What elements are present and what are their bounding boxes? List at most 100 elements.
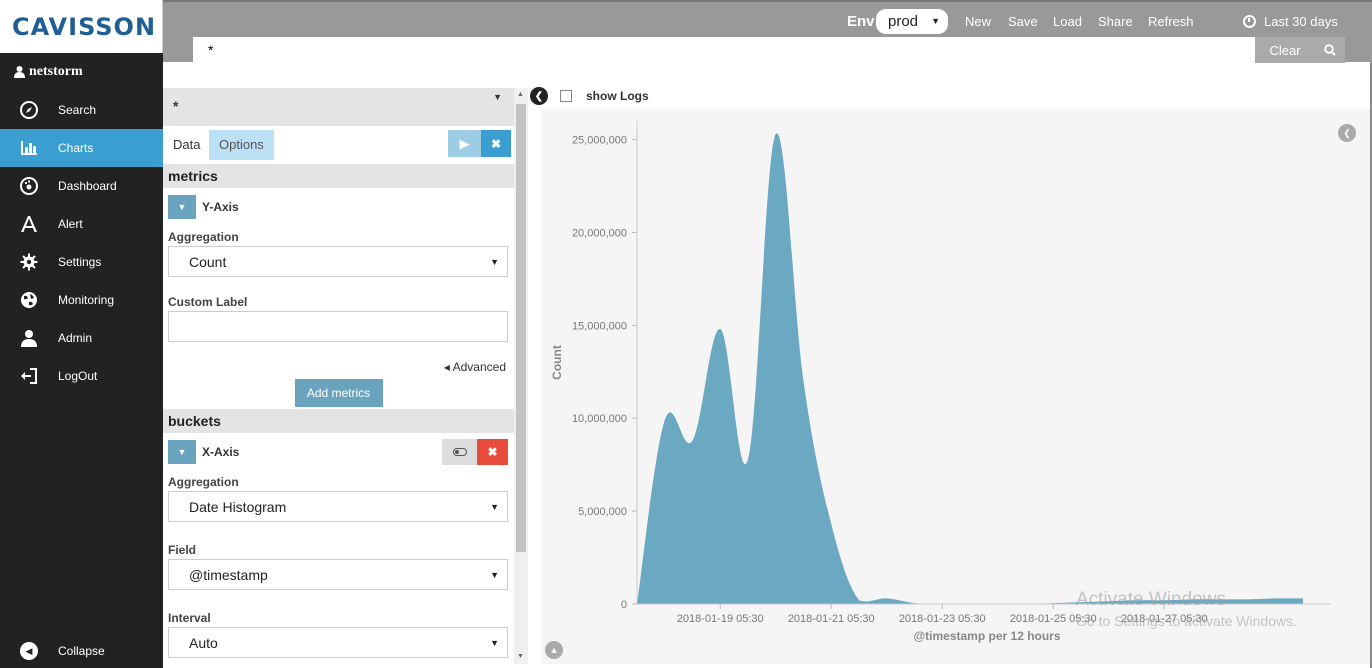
metrics-header: metrics: [163, 164, 514, 188]
env-select[interactable]: prod ▼: [876, 9, 948, 34]
toggle-x-axis-button[interactable]: ▼: [168, 440, 196, 464]
sidebar-item-label: Dashboard: [58, 179, 117, 193]
chevron-left-icon: ◂: [443, 360, 450, 374]
collapse-editor-button[interactable]: ❮: [530, 87, 548, 105]
logout-icon: [21, 368, 37, 384]
x-axis-label: X-Axis: [202, 445, 240, 459]
env-label: Env: [847, 13, 875, 30]
toggle-y-axis-button[interactable]: ▼: [168, 195, 196, 219]
area-series: [637, 133, 1303, 604]
collapse-button[interactable]: ◀ Collapse: [20, 642, 105, 660]
sidebar-item-search[interactable]: Search: [0, 91, 163, 129]
show-logs-checkbox[interactable]: [560, 90, 572, 102]
logo: CAVISSON: [0, 0, 163, 53]
sidebar-item-label: Monitoring: [58, 293, 115, 307]
sidebar-item-settings[interactable]: Settings: [0, 243, 163, 281]
scroll-down-icon[interactable]: ▼: [517, 653, 524, 660]
chevron-down-icon: ▼: [493, 92, 502, 102]
index-pattern: *: [173, 98, 179, 114]
scroll-up-icon[interactable]: ▲: [517, 91, 524, 98]
advanced-toggle[interactable]: ◂ Advanced: [163, 355, 514, 379]
scroll-thumb[interactable]: [516, 104, 526, 552]
sidebar-item-alert[interactable]: Alert: [0, 205, 163, 243]
chevron-left-icon[interactable]: ❮: [1338, 124, 1356, 142]
buckets-header: buckets: [163, 409, 514, 433]
top-bar: Env prod ▼ New Save Load Share Refresh L…: [163, 0, 1372, 63]
user-icon: [21, 330, 37, 347]
x-tick-label: 2018-01-25 05:30: [1010, 613, 1097, 625]
refresh-button[interactable]: Refresh: [1148, 14, 1194, 29]
chevron-left-icon: ❮: [534, 90, 544, 102]
chevron-down-icon: ▼: [177, 202, 187, 212]
search-button[interactable]: [1315, 37, 1345, 63]
alert-icon: [21, 216, 37, 232]
chevron-down-icon: ▼: [931, 16, 940, 26]
chart-panel: 0 5,000,000 10,000,000 15,000,000 20,000,000…: [541, 109, 1370, 664]
field-select[interactable]: @timestamp ▼: [168, 559, 508, 590]
x-axis-header: ▼ X-Axis ✖: [163, 433, 514, 471]
x-axis-title: @timestamp per 12 hours: [913, 629, 1060, 643]
metric-aggregation-select[interactable]: Count ▼: [168, 246, 508, 277]
compass-icon: [20, 101, 38, 119]
field-label: Field: [168, 543, 197, 557]
index-pattern-selector[interactable]: * ▼: [163, 88, 514, 126]
bucket-aggregation-select[interactable]: Date Histogram ▼: [168, 491, 508, 522]
y-tick-label: 20,000,000: [572, 227, 627, 239]
chevron-down-icon: ▼: [490, 638, 499, 648]
logo-text: CAVISSON: [12, 12, 157, 41]
interval-label: Interval: [168, 611, 211, 625]
custom-label-input[interactable]: [168, 311, 508, 342]
close-icon: ✖: [487, 445, 498, 459]
watermark-title: Activate Windows: [1076, 589, 1226, 610]
sidebar-nav: Search Charts Dashboard Alert Settings M…: [0, 91, 163, 395]
search-input[interactable]: [193, 37, 1255, 63]
disable-aggregation-toggle[interactable]: [442, 439, 477, 465]
chevron-down-icon: ▼: [490, 570, 499, 580]
sidebar-item-dashboard[interactable]: Dashboard: [0, 167, 163, 205]
discard-button[interactable]: ✖: [481, 130, 511, 157]
show-logs-label: show Logs: [586, 89, 649, 103]
x-tick-label: 2018-01-21 05:30: [788, 613, 875, 625]
env-value: prod: [888, 13, 919, 30]
globe-icon: [21, 292, 37, 308]
y-tick-label: 0: [621, 599, 627, 611]
remove-aggregation-button[interactable]: ✖: [477, 439, 508, 465]
sidebar-item-monitoring[interactable]: Monitoring: [0, 281, 163, 319]
load-button[interactable]: Load: [1053, 14, 1082, 29]
play-icon: ▶: [459, 135, 470, 151]
interval-select[interactable]: Auto ▼: [168, 627, 508, 658]
chevron-down-icon: ▼: [177, 447, 187, 457]
toggle-icon: [452, 448, 467, 456]
watermark-subtitle: Go to Settings to activate Windows.: [1076, 613, 1297, 629]
sidebar-item-label: Admin: [58, 331, 93, 345]
apply-button[interactable]: ▶: [448, 130, 481, 157]
time-range-picker[interactable]: Last 30 days: [1243, 14, 1338, 29]
chevron-down-icon: ▼: [490, 257, 499, 267]
advanced-label: Advanced: [452, 360, 506, 374]
field-value: @timestamp: [189, 567, 268, 583]
new-button[interactable]: New: [965, 14, 992, 29]
sidebar-item-charts[interactable]: Charts: [0, 129, 163, 167]
sidebar-item-label: Alert: [58, 217, 83, 231]
x-tick-label: 2018-01-19 05:30: [677, 613, 764, 625]
add-metrics-button[interactable]: Add metrics: [294, 379, 383, 407]
share-button[interactable]: Share: [1098, 14, 1133, 29]
viz-toolbar: ❮ show Logs: [530, 86, 649, 106]
clear-button[interactable]: Clear: [1255, 37, 1315, 63]
y-tick-label: 25,000,000: [572, 135, 627, 147]
tab-data[interactable]: Data: [163, 130, 211, 160]
sidebar-item-logout[interactable]: LogOut: [0, 357, 163, 395]
close-icon: ✖: [490, 136, 502, 151]
vis-editor-sidebar: * ▼ Data Options ▶ ✖ metrics ▼ Y-Axis Ag…: [163, 88, 514, 668]
metric-aggregation-value: Count: [189, 254, 227, 270]
editor-scrollbar[interactable]: ▲ ▼: [514, 88, 528, 664]
save-button[interactable]: Save: [1008, 14, 1038, 29]
sidebar-item-admin[interactable]: Admin: [0, 319, 163, 357]
chevron-up-icon[interactable]: ▲: [545, 641, 563, 659]
tab-options[interactable]: Options: [209, 130, 274, 160]
y-tick-label: 5,000,000: [578, 506, 627, 518]
user-icon: [14, 66, 25, 78]
bucket-aggregation-value: Date Histogram: [189, 499, 287, 515]
collapse-icon: ◀: [20, 642, 38, 660]
collapse-label: Collapse: [58, 644, 105, 658]
